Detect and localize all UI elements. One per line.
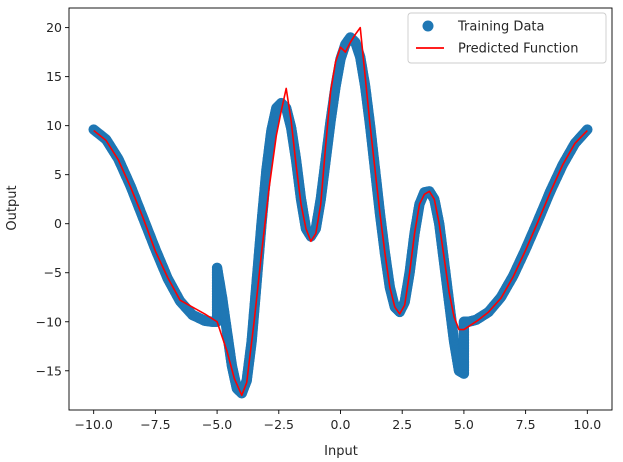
x-tick-label: −10.0: [75, 417, 113, 432]
x-tick-label: 7.5: [516, 417, 536, 432]
series-predicted-function-line: [93, 26, 588, 397]
x-tick-label: 2.5: [392, 417, 412, 432]
plot-marks: [88, 26, 593, 399]
plot-area: [88, 26, 593, 399]
y-tick-label: 15: [46, 69, 62, 84]
y-tick-label: 10: [46, 118, 62, 133]
y-tick-label: −5: [44, 265, 62, 280]
y-axis-label: Output: [5, 185, 20, 230]
legend-label-training-data: Training Data: [457, 20, 544, 35]
x-tick-label: −7.5: [140, 417, 170, 432]
y-tick-label: 20: [46, 20, 62, 35]
x-tick-label: 0.0: [331, 417, 351, 432]
legend: Training Data Predicted Function: [407, 12, 607, 64]
legend-label-predicted-function: Predicted Function: [458, 42, 578, 57]
x-tick-label: −2.5: [264, 417, 294, 432]
x-tick-label: −5.0: [202, 417, 232, 432]
y-tick-label: −10: [36, 314, 62, 329]
y-tick-label: 0: [54, 216, 62, 231]
legend-box: [407, 12, 607, 64]
x-axis-label: Input: [324, 444, 358, 459]
y-tick-label: 5: [54, 167, 62, 182]
x-tick-label: 5.0: [454, 417, 474, 432]
legend-marker-training-data: [422, 20, 434, 32]
y-tick-label: −15: [36, 363, 62, 378]
x-tick-label: 10.0: [573, 417, 601, 432]
axes: −10.0 −7.5 −5.0 −2.5 0.0 2.5 5.0 7.5 10.0 −15 −10 −…: [36, 7, 613, 432]
